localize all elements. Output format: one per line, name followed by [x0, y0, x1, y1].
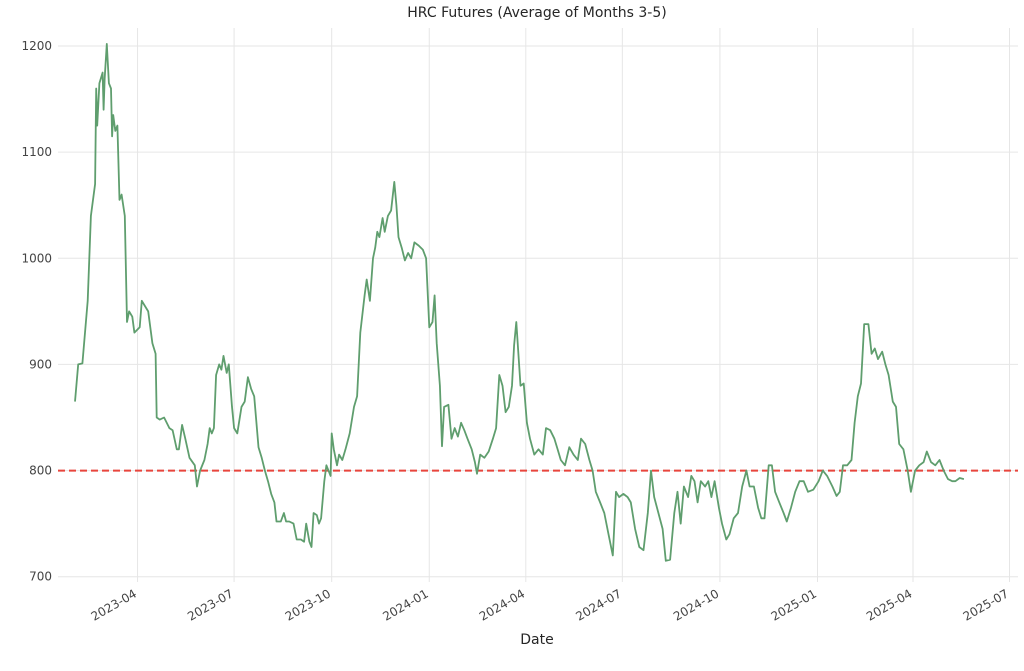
y-gridlines — [58, 45, 1018, 578]
x-tick-label: 2025-01 — [769, 586, 819, 623]
x-tick-labels: 2023-04 2023-07 2023-10 2024-01 2024-04 2024-… — [89, 586, 1011, 623]
y-tick-label: 700 — [29, 570, 52, 584]
data-series — [74, 43, 965, 562]
x-tick-label: 2024-10 — [671, 586, 721, 623]
x-axis-label: Date — [520, 632, 553, 648]
x-tick-label: 2024-04 — [477, 586, 527, 623]
y-tick-labels: 700 800 900 1000 1100 1200 — [21, 39, 52, 584]
x-tick-label: 2023-10 — [283, 586, 333, 623]
x-tick-label: 2025-04 — [864, 586, 914, 623]
x-gridlines — [137, 28, 1011, 582]
chart-title: HRC Futures (Average of Months 3-5) — [407, 5, 666, 21]
series-line — [74, 43, 965, 562]
x-tick-label: 2024-01 — [380, 586, 430, 623]
y-tick-label: 1000 — [21, 251, 52, 265]
x-tick-label: 2024-07 — [573, 586, 623, 623]
y-tick-label: 1100 — [21, 145, 52, 159]
x-tick-label: 2023-07 — [185, 586, 235, 623]
x-tick-label: 2023-04 — [89, 586, 139, 623]
y-tick-label: 1200 — [21, 39, 52, 53]
y-tick-label: 800 — [29, 464, 52, 478]
y-tick-label: 900 — [29, 357, 52, 371]
x-tick-label: 2025-07 — [961, 586, 1011, 623]
